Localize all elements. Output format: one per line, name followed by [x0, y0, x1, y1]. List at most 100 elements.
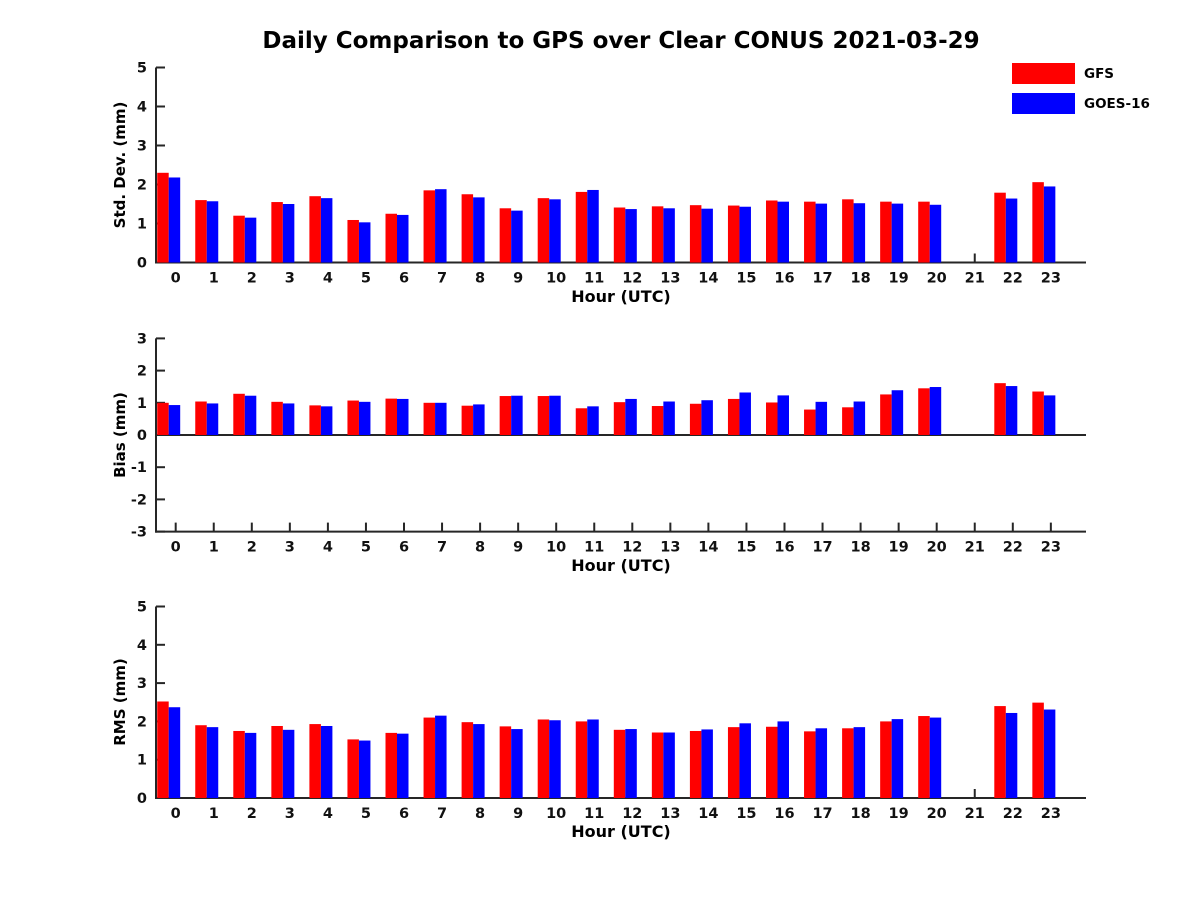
rms-x-tick-label: 0	[171, 806, 181, 822]
stddev-gfs-bar	[423, 190, 436, 263]
legend-item-gfs: GFS	[1012, 63, 1150, 84]
rms-goes16-bar	[206, 727, 219, 798]
stddev-gfs-bar	[461, 194, 474, 263]
stddev-goes16-bar	[701, 208, 713, 263]
rms-gfs-bar	[499, 726, 512, 798]
rms-x-tick-label: 23	[1041, 806, 1061, 822]
rms-x-tick-label: 9	[513, 806, 523, 822]
stddev-x-tick-label: 8	[475, 271, 485, 287]
bias-x-axis-label: Hour (UTC)	[571, 556, 671, 575]
bias-x-tick-label: 6	[399, 540, 409, 556]
rms-x-tick-label: 19	[889, 806, 909, 822]
rms-goes16-bar	[929, 717, 942, 798]
bias-goes16-bar	[815, 401, 828, 435]
bias-goes16-bar	[511, 395, 523, 435]
rms-y-tick-label: 2	[137, 714, 147, 730]
bias-x-tick-label: 1	[209, 540, 219, 556]
rms-goes16-bar	[244, 732, 257, 798]
bias-x-tick-label: 3	[285, 540, 295, 556]
bias-x-tick-label: 19	[889, 540, 909, 556]
rms-gfs-bar	[613, 729, 626, 798]
stddev-goes16-bar	[282, 204, 295, 263]
bias-goes16-bar	[777, 395, 789, 435]
stddev-x-tick-label: 7	[437, 271, 447, 287]
bias-gfs-bar	[157, 402, 169, 435]
stddev-goes16-bar	[663, 208, 675, 263]
stddev-gfs-bar	[233, 215, 245, 263]
stddev-goes16-bar	[777, 201, 789, 263]
bias-gfs-bar	[766, 402, 778, 435]
bias-y-tick-label: -3	[131, 525, 147, 541]
rms-x-tick-label: 11	[584, 806, 604, 822]
stddev-gfs-bar	[575, 191, 588, 263]
bias-x-tick-label: 21	[965, 540, 985, 556]
stddev-x-tick-label: 20	[927, 271, 947, 287]
rms-x-tick-label: 18	[851, 806, 871, 822]
rms-gfs-bar	[689, 730, 702, 798]
bias-gfs-bar	[385, 398, 397, 435]
rms-goes16-bar	[853, 727, 866, 798]
bias-gfs-bar	[233, 393, 245, 435]
rms-x-tick-label: 2	[247, 806, 257, 822]
stddev-x-tick-label: 4	[323, 271, 333, 287]
rms-goes16-bar	[511, 729, 523, 798]
bias-gfs-bar	[918, 388, 930, 435]
bias-x-tick-label: 14	[698, 540, 718, 556]
stddev-goes16-bar	[1005, 198, 1018, 263]
rms-x-tick-label: 5	[361, 806, 371, 822]
stddev-gfs-bar	[880, 201, 892, 263]
rms-x-tick-label: 10	[546, 806, 566, 822]
goes16-legend-label: GOES-16	[1084, 95, 1150, 112]
bias-y-tick-label: 3	[137, 331, 147, 347]
rms-gfs-bar	[804, 731, 816, 798]
bias-goes16-bar	[929, 387, 942, 435]
rms-x-tick-label: 13	[660, 806, 680, 822]
bias-goes16-bar	[625, 398, 637, 435]
bias-x-tick-label: 9	[513, 540, 523, 556]
bias-gfs-bar	[271, 401, 283, 435]
bias-goes16-bar	[206, 403, 219, 435]
stddev-gfs-bar	[347, 219, 359, 263]
stddev-x-tick-label: 2	[247, 271, 257, 287]
rms-goes16-bar	[815, 728, 828, 798]
stddev-x-axis-label: Hour (UTC)	[571, 287, 671, 306]
rms-gfs-bar	[385, 732, 397, 798]
bias-x-tick-label: 8	[475, 540, 485, 556]
rms-y-tick-label: 0	[137, 791, 147, 807]
stddev-gfs-bar	[613, 207, 626, 263]
rms-goes16-bar	[168, 707, 181, 798]
stddev-gfs-bar	[842, 199, 854, 263]
stddev-x-tick-label: 0	[171, 271, 181, 287]
bias-x-tick-label: 7	[437, 540, 447, 556]
bias-goes16-bar	[663, 401, 675, 435]
stddev-goes16-bar	[891, 203, 904, 263]
bias-x-tick-label: 22	[1003, 540, 1023, 556]
stddev-x-tick-label: 14	[698, 271, 718, 287]
bias-goes16-bar	[358, 401, 371, 435]
stddev-goes16-bar	[473, 197, 485, 263]
stddev-x-tick-label: 5	[361, 271, 371, 287]
bias-goes16-bar	[587, 406, 599, 435]
bias-y-tick-label: 0	[137, 428, 147, 444]
bias-x-tick-label: 23	[1041, 540, 1061, 556]
rms-x-tick-label: 8	[475, 806, 485, 822]
stddev-goes16-bar	[511, 210, 523, 263]
stddev-gfs-bar	[309, 196, 321, 263]
stddev-x-tick-label: 17	[812, 271, 832, 287]
bias-goes16-bar	[853, 401, 866, 435]
stddev-goes16-bar	[320, 198, 333, 263]
stddev-gfs-bar	[499, 208, 512, 263]
rms-gfs-bar	[233, 730, 245, 798]
stddev-gfs-bar	[537, 198, 550, 263]
rms-gfs-bar	[1032, 702, 1044, 798]
rms-x-tick-label: 15	[736, 806, 756, 822]
rms-goes16-bar	[1005, 712, 1018, 798]
bias-goes16-bar	[739, 392, 751, 435]
bias-goes16-bar	[1005, 386, 1018, 435]
rms-goes16-bar	[282, 729, 295, 798]
rms-gfs-bar	[880, 721, 892, 798]
bias-gfs-bar	[423, 402, 436, 435]
stddev-gfs-bar	[1032, 182, 1044, 263]
